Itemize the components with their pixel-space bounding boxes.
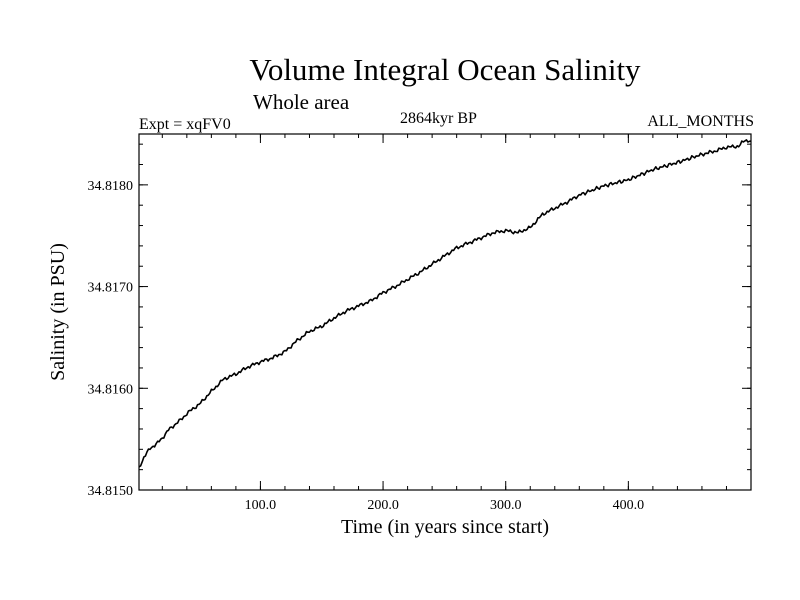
experiment-label: Expt = xqFV0 [139,116,231,133]
x-tick-label: 400.0 [613,498,645,513]
x-tick-label: 300.0 [490,498,522,513]
months-label: ALL_MONTHS [647,113,754,130]
axis-tick-labels: 100.0 200.0 300.0 400.0 34.8150 34.8160 34.817… [88,179,645,513]
y-tick-label: 34.8170 [88,281,134,296]
chart-subtitle: Whole area [253,90,350,114]
chart-title: Volume Integral Ocean Salinity [249,52,641,87]
salinity-series-line [138,139,752,468]
y-tick-label: 34.8150 [88,484,134,499]
period-label: 2864kyr BP [400,110,477,127]
y-tick-label: 34.8160 [88,382,134,397]
axis-ticks [139,134,751,491]
x-axis-label: Time (in years since start) [341,516,549,538]
x-tick-label: 200.0 [367,498,399,513]
y-tick-label: 34.8180 [88,179,134,194]
x-tick-label: 100.0 [245,498,277,513]
y-axis-label: Salinity (in PSU) [47,243,69,381]
plot-frame [138,133,752,491]
